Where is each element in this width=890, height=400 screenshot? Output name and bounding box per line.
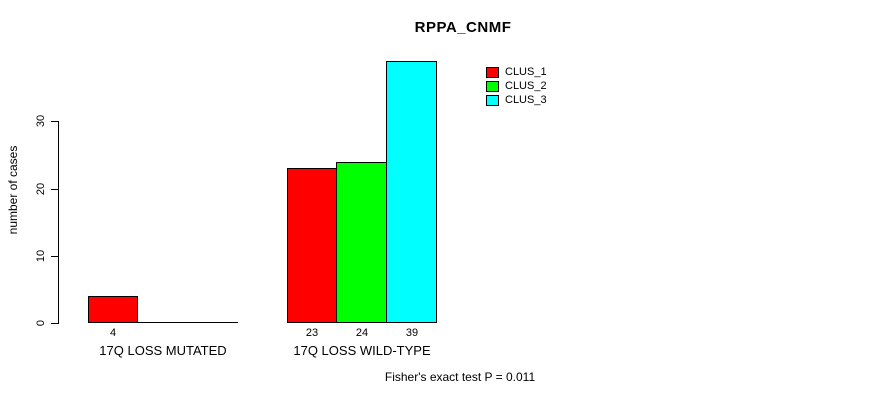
legend: CLUS_1 CLUS_2 CLUS_3 xyxy=(486,65,547,107)
legend-row: CLUS_1 xyxy=(486,65,547,79)
y-tick-mark xyxy=(51,256,58,257)
legend-row: CLUS_2 xyxy=(486,79,547,93)
y-tick-mark xyxy=(51,189,58,190)
y-tick-label: 10 xyxy=(35,249,47,263)
y-axis-label: number of cases xyxy=(6,145,20,235)
bar-value-label: 4 xyxy=(109,327,117,339)
bar-value-label: 39 xyxy=(405,327,419,339)
footnote: Fisher's exact test P = 0.011 xyxy=(384,370,536,384)
y-tick-label: 0 xyxy=(35,319,47,327)
legend-row: CLUS_3 xyxy=(486,93,547,107)
bar-clus_1 xyxy=(287,168,337,323)
legend-swatch-clus_2 xyxy=(486,80,499,92)
bar-value-label: 24 xyxy=(355,327,369,339)
y-tick-label: 30 xyxy=(35,114,47,128)
legend-label: CLUS_1 xyxy=(505,66,547,78)
y-tick-mark xyxy=(51,121,58,122)
legend-label: CLUS_3 xyxy=(505,94,547,106)
y-tick-mark xyxy=(51,323,58,324)
x-group-label: 17Q LOSS WILD-TYPE xyxy=(293,343,431,358)
legend-swatch-clus_3 xyxy=(486,94,499,106)
chart-title: RPPA_CNMF xyxy=(414,19,512,36)
legend-label: CLUS_2 xyxy=(505,80,547,92)
bar-clus_1 xyxy=(88,296,138,323)
legend-swatch-clus_1 xyxy=(486,66,499,78)
bar-value-label: 23 xyxy=(305,327,319,339)
y-tick-label: 20 xyxy=(35,182,47,196)
zero-bar-baseline xyxy=(188,322,238,323)
x-group-label: 17Q LOSS MUTATED xyxy=(99,343,227,358)
bar-clus_2 xyxy=(336,162,387,323)
bar-clus_3 xyxy=(386,61,437,323)
y-axis-line xyxy=(58,121,59,324)
zero-bar-baseline xyxy=(138,322,188,323)
